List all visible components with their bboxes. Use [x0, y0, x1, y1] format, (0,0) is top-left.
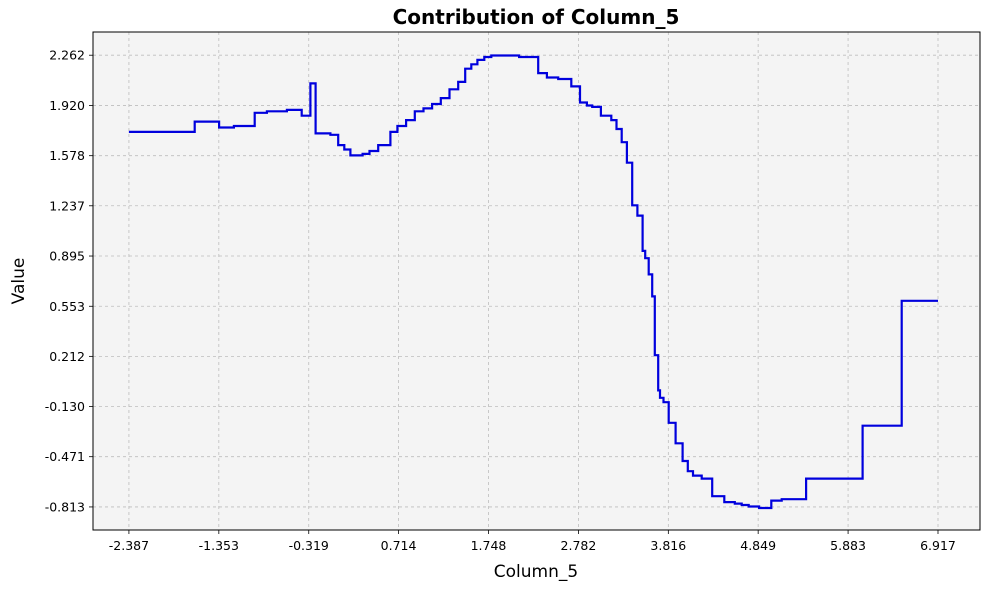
x-tick-label: -1.353	[199, 538, 239, 553]
x-tick-label: -0.319	[289, 538, 329, 553]
x-tick-label: 0.714	[381, 538, 417, 553]
tick-layer: -2.387 -1.353 -0.319 0.714 1.748 2.782 3.816 4.…	[45, 48, 956, 553]
y-tick-label: -0.471	[45, 449, 85, 464]
series-layer	[128, 54, 938, 510]
series-line	[128, 54, 938, 510]
x-tick-label: 2.782	[561, 538, 597, 553]
x-tick-label: 6.917	[920, 538, 956, 553]
chart-title: Contribution of Column_5	[393, 5, 680, 29]
x-tick-label: 4.849	[740, 538, 776, 553]
y-tick-label: -0.130	[45, 399, 85, 414]
x-tick-label: -2.387	[109, 538, 149, 553]
y-tick-label: 1.578	[49, 148, 85, 163]
plot-area	[93, 32, 980, 530]
y-tick-label: 0.553	[49, 299, 85, 314]
plot-frame	[92, 31, 981, 531]
y-tick-label: 2.262	[49, 48, 85, 63]
y-tick-label: 1.920	[49, 98, 85, 113]
y-tick-label: 0.212	[49, 349, 85, 364]
y-axis-label: Value	[9, 258, 29, 305]
y-tick-label: -0.813	[45, 499, 85, 514]
x-tick-label: 3.816	[650, 538, 686, 553]
x-tick-label: 5.883	[830, 538, 866, 553]
y-tick-label: 0.895	[49, 249, 85, 264]
y-tick-label: 1.237	[49, 198, 85, 213]
grid-layer	[93, 32, 980, 530]
x-axis-label: Column_5	[494, 562, 578, 582]
x-tick-label: 1.748	[471, 538, 507, 553]
